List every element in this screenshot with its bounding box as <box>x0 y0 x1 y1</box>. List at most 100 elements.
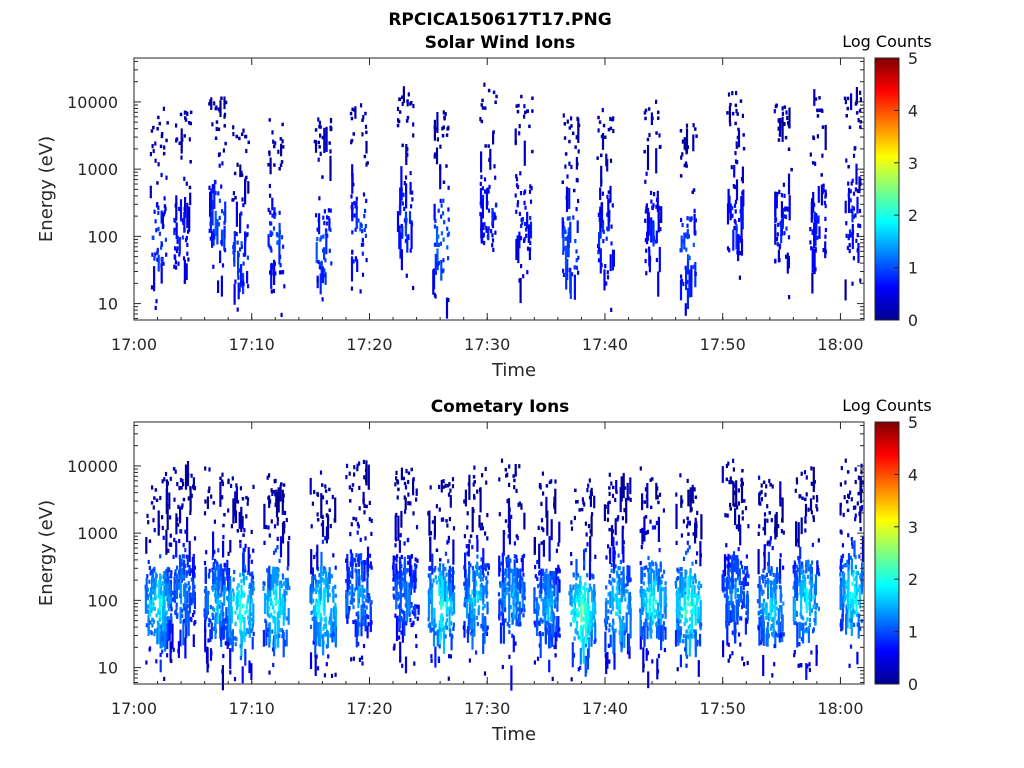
spectrogram-cell <box>278 633 281 638</box>
spectrogram-cell <box>150 608 153 613</box>
spectrogram-cell <box>520 94 523 99</box>
spectrogram-cell <box>481 106 485 110</box>
spectrogram-cell <box>616 517 619 522</box>
spectrogram-cell <box>151 144 154 149</box>
spectrogram-cell <box>556 583 559 609</box>
spectrogram-cell <box>521 220 524 226</box>
spectrogram-cell <box>852 608 855 613</box>
spectrogram-cell <box>179 199 183 221</box>
spectrogram-cell <box>726 570 730 575</box>
spectrogram-cell <box>855 111 859 115</box>
spectrogram-cell <box>351 204 354 222</box>
spectrogram-cell <box>735 179 739 201</box>
spectrogram-cell <box>354 256 357 261</box>
spectrogram-cell <box>243 616 246 643</box>
spectrogram-cell <box>445 602 448 607</box>
spectrogram-cell <box>551 584 554 589</box>
spectrogram-cell <box>846 96 850 101</box>
spectrogram-cell <box>230 483 233 488</box>
spectrogram-cell <box>558 633 561 638</box>
spectrogram-cell <box>233 245 236 267</box>
spectrogram-cell <box>785 226 788 231</box>
spectrogram-cell <box>799 612 802 617</box>
spectrogram-cell <box>467 482 471 487</box>
spectrogram-cell <box>655 576 658 581</box>
spectrogram-cell <box>413 581 416 587</box>
spectrogram-cell <box>317 260 320 265</box>
spectrogram-cell <box>679 619 682 624</box>
spectrogram-cell <box>192 553 195 571</box>
spectrogram-cell <box>766 630 769 636</box>
spectrogram-cell <box>429 594 433 599</box>
spectrogram-cell <box>268 495 271 508</box>
spectrogram-cell <box>176 246 179 251</box>
spectrogram-cell <box>272 639 275 644</box>
spectrogram-cell <box>855 238 858 243</box>
spectrogram-cell <box>803 574 806 579</box>
spectrogram-cell <box>758 587 761 609</box>
spectrogram-cell <box>161 525 164 531</box>
spectrogram-cell <box>402 476 405 481</box>
spectrogram-cell <box>848 229 852 234</box>
spectrogram-cell <box>452 622 455 627</box>
spectrogram-cell <box>569 221 572 243</box>
spectrogram-cell <box>576 608 579 613</box>
spectrogram-cell <box>731 563 734 590</box>
spectrogram-cell <box>589 529 592 534</box>
spectrogram-cell <box>818 226 821 239</box>
spectrogram-cell <box>805 587 808 613</box>
spectrogram-cell <box>611 577 614 582</box>
spectrogram-cell <box>605 153 608 167</box>
spectrogram-cell <box>584 521 587 526</box>
spectrogram-cell <box>355 553 358 558</box>
spectrogram-cell <box>627 602 630 607</box>
spectrogram-cell <box>739 251 742 256</box>
spectrogram-cell <box>648 594 651 599</box>
spectrogram-cell <box>812 604 815 609</box>
spectrogram-cell <box>515 589 518 594</box>
spectrogram-cell <box>233 231 236 252</box>
spectrogram-cell <box>639 561 642 566</box>
spectrogram-cell <box>240 584 243 598</box>
spectrogram-cell <box>358 485 361 490</box>
spectrogram-cell <box>239 164 242 178</box>
spectrogram-cell <box>851 205 854 223</box>
spectrogram-cell <box>629 604 632 609</box>
spectrogram-cell <box>273 590 276 595</box>
spectrogram-cell <box>188 185 192 190</box>
spectrogram-cell <box>248 660 251 674</box>
spectrogram-cell <box>731 213 734 218</box>
spectrogram-cell <box>732 184 735 189</box>
spectrogram-cell <box>236 593 239 611</box>
spectrogram-cell <box>268 614 271 619</box>
spectrogram-cell <box>610 562 613 568</box>
spectrogram-cell <box>726 203 730 225</box>
spectrogram-cell <box>398 110 402 114</box>
spectrogram-cell <box>768 542 771 547</box>
spectrogram-cell <box>486 625 489 630</box>
spectrogram-cell <box>149 185 152 199</box>
x-tick-label: 17:50 <box>700 335 746 354</box>
spectrogram-cell <box>851 223 854 250</box>
spectrogram-cell <box>594 623 597 640</box>
spectrogram-cell <box>507 558 511 563</box>
spectrogram-cell <box>268 533 271 538</box>
spectrogram-cell <box>644 108 648 113</box>
spectrogram-cell <box>363 603 366 608</box>
spectrogram-cell <box>597 246 601 251</box>
spectrogram-cell <box>523 104 526 109</box>
spectrogram-cell <box>488 157 491 162</box>
spectrogram-cell <box>608 623 611 628</box>
spectrogram-cell <box>781 518 784 523</box>
spectrogram-cell <box>315 213 318 218</box>
spectrogram-cell <box>513 541 516 546</box>
spectrogram-cell <box>447 676 450 681</box>
spectrogram-cell <box>774 632 777 637</box>
spectrogram-cell <box>152 148 155 154</box>
spectrogram-cell <box>354 204 357 209</box>
spectrogram-cell <box>764 492 767 497</box>
spectrogram-cell <box>409 248 412 253</box>
spectrogram-cell <box>662 621 665 626</box>
spectrogram-cell <box>183 279 186 284</box>
spectrogram-cell <box>588 587 591 592</box>
